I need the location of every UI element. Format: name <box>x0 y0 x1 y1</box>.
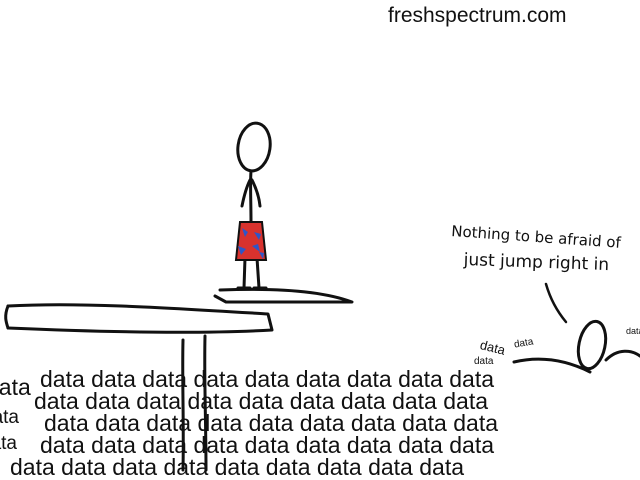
upper-diving-board <box>213 287 354 304</box>
data-sea-row: data data data data data data data data … <box>34 388 489 414</box>
data-sea-row: data data data data data data data data … <box>10 454 465 480</box>
data-sea: data data data data data data data data … <box>0 360 640 480</box>
speech-pointer <box>544 282 568 324</box>
data-sea-row: data data data data data data data data … <box>40 366 495 392</box>
watermark-text: freshspectrum.com <box>388 4 567 27</box>
board-post <box>181 334 208 472</box>
stick-figure-on-board <box>236 121 272 290</box>
lower-diving-board <box>4 303 274 334</box>
data-sea-fragment: data <box>0 433 17 454</box>
splash-word: data <box>626 326 640 336</box>
data-sea-row: data data data data data data data data … <box>40 432 495 458</box>
swim-shorts <box>234 221 268 261</box>
data-sea-fragment: data <box>0 374 31 400</box>
data-sea-fragment: data <box>0 407 19 428</box>
splash-word: data <box>474 356 494 367</box>
data-sea-row: data data data data data data data data … <box>44 410 499 436</box>
swimmer-figure <box>512 319 640 374</box>
